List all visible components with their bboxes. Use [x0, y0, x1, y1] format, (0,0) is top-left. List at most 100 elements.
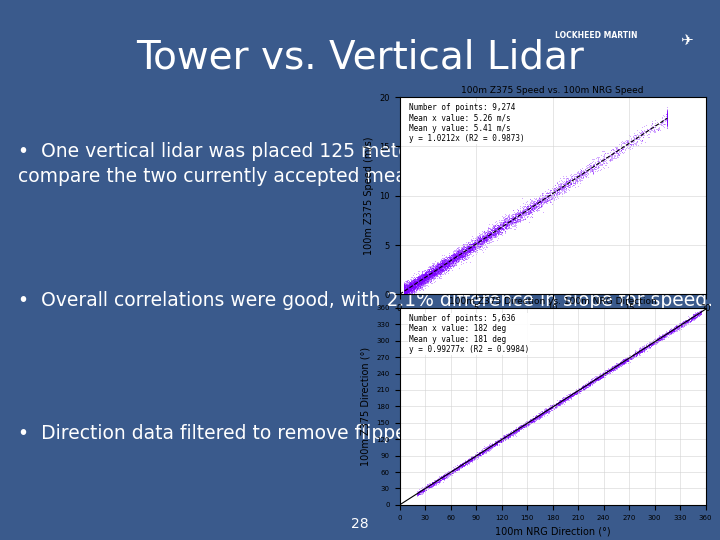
Point	[575, 168, 586, 177]
Point	[503, 220, 515, 228]
Point	[554, 190, 565, 198]
Point	[510, 215, 521, 224]
Point	[567, 390, 579, 399]
Point	[438, 259, 450, 267]
Point	[462, 247, 473, 255]
Point	[600, 370, 612, 379]
Point	[428, 271, 439, 279]
Point	[492, 228, 504, 237]
Point	[474, 235, 485, 244]
Point	[498, 431, 509, 440]
Point	[487, 442, 498, 451]
Point	[427, 271, 438, 279]
Point	[587, 161, 598, 170]
Point	[413, 271, 425, 280]
Point	[611, 364, 622, 373]
Point	[477, 240, 488, 249]
Point	[439, 265, 451, 274]
Point	[431, 475, 442, 484]
Point	[650, 336, 662, 345]
Point	[681, 317, 693, 326]
Point	[459, 252, 470, 261]
Point	[527, 414, 539, 422]
Point	[550, 189, 562, 198]
Point	[459, 461, 471, 469]
Point	[467, 247, 478, 255]
Point	[428, 269, 439, 278]
Point	[423, 269, 435, 278]
Point	[415, 280, 426, 288]
Point	[444, 258, 455, 266]
Point	[447, 252, 459, 261]
Point	[595, 371, 607, 380]
Point	[482, 228, 494, 237]
Point	[411, 489, 423, 498]
Point	[423, 272, 434, 280]
Point	[418, 273, 429, 281]
Point	[405, 280, 416, 288]
Point	[497, 215, 508, 224]
Point	[471, 241, 482, 250]
Point	[591, 160, 603, 169]
Point	[398, 284, 410, 293]
Point	[451, 253, 462, 262]
Point	[415, 272, 426, 280]
Point	[402, 286, 414, 294]
Point	[421, 273, 433, 282]
Point	[528, 415, 540, 424]
Point	[425, 480, 436, 488]
Point	[440, 252, 451, 261]
Point	[430, 266, 441, 275]
Point	[656, 333, 667, 341]
Point	[428, 271, 439, 279]
Point	[456, 248, 467, 256]
Point	[538, 408, 549, 416]
Point	[434, 474, 446, 482]
Point	[499, 223, 510, 232]
Point	[489, 218, 500, 226]
Point	[424, 272, 436, 280]
Point	[498, 225, 509, 234]
Point	[511, 425, 523, 434]
Point	[413, 281, 424, 290]
Point	[456, 246, 468, 255]
Point	[613, 147, 625, 156]
Point	[582, 379, 593, 388]
Point	[570, 177, 581, 186]
Point	[662, 118, 673, 127]
Point	[540, 409, 552, 417]
Point	[483, 231, 495, 240]
Point	[631, 348, 642, 357]
Point	[636, 343, 647, 352]
Point	[501, 217, 513, 226]
Point	[624, 354, 635, 363]
Point	[467, 451, 479, 460]
Point	[662, 120, 673, 129]
Point	[624, 137, 636, 145]
Point	[426, 270, 438, 279]
Point	[509, 428, 521, 437]
Point	[424, 272, 436, 281]
Point	[444, 261, 455, 270]
Point	[667, 328, 679, 336]
Point	[407, 281, 418, 289]
Point	[402, 286, 414, 295]
Point	[541, 408, 552, 417]
Point	[557, 394, 568, 403]
Point	[642, 341, 653, 350]
Point	[593, 372, 605, 380]
Point	[688, 313, 700, 322]
Point	[464, 245, 476, 254]
Point	[475, 446, 487, 454]
Point	[432, 264, 444, 272]
Point	[480, 237, 492, 245]
Point	[645, 342, 657, 350]
Point	[407, 284, 418, 292]
Point	[412, 277, 423, 286]
Point	[405, 281, 417, 289]
Point	[442, 255, 454, 264]
Point	[421, 273, 433, 282]
Point	[608, 147, 620, 156]
Point	[418, 487, 429, 496]
Point	[679, 320, 690, 328]
